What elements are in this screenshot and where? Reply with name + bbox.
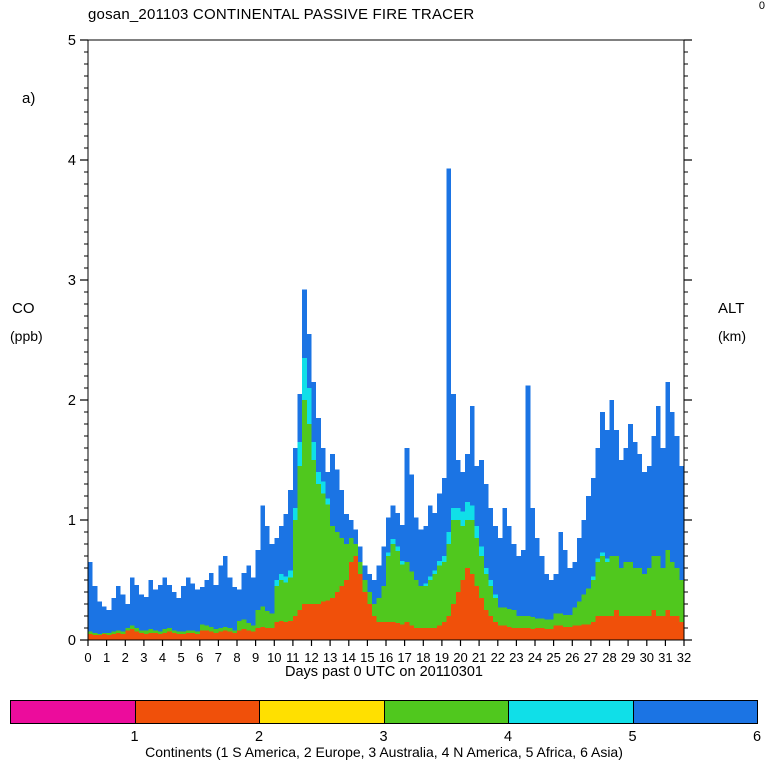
svg-text:6: 6 [196,650,203,665]
svg-text:13: 13 [323,650,337,665]
svg-text:17: 17 [397,650,411,665]
colorbar-segment-4: 4 [383,701,512,745]
colorbar-number-5: 5 [628,729,637,745]
svg-text:1: 1 [68,513,76,529]
svg-text:4: 4 [159,650,166,665]
svg-text:29: 29 [621,650,635,665]
svg-text:4: 4 [68,153,76,169]
y-axis-label-co: CO [12,300,35,317]
colorbar-segment-2: 2 [134,701,263,745]
chart-title: gosan_201103 CONTINENTAL PASSIVE FIRE TR… [88,6,475,23]
svg-text:32: 32 [677,650,691,665]
svg-text:14: 14 [342,650,356,665]
colorbar-number-6: 6 [752,729,762,745]
svg-text:15: 15 [360,650,374,665]
continent-colorbar: 1 2 3 4 5 6 [10,700,761,745]
svg-text:10: 10 [267,650,281,665]
svg-text:28: 28 [602,650,616,665]
svg-text:0: 0 [84,650,91,665]
colorbar-segment-3: 3 [259,701,388,745]
svg-text:1: 1 [103,650,110,665]
y-axis-label-ppb: (ppb) [10,328,43,344]
colorbar-number-2: 2 [254,729,264,745]
svg-text:19: 19 [435,650,449,665]
svg-text:26: 26 [565,650,579,665]
svg-text:5: 5 [68,33,76,49]
svg-text:7: 7 [215,650,222,665]
corner-mark: 0 [758,0,765,12]
colorbar-number-1: 1 [130,729,139,745]
svg-text:22: 22 [491,650,505,665]
svg-text:20: 20 [453,650,467,665]
svg-text:30: 30 [640,650,654,665]
svg-text:11: 11 [286,650,300,665]
svg-text:16: 16 [379,650,393,665]
colorbar-segment-6: 6 [632,701,761,745]
svg-text:12: 12 [304,650,318,665]
x-axis-title: Days past 0 UTC on 20110301 [284,664,483,680]
svg-text:0: 0 [68,633,76,649]
svg-text:3: 3 [68,273,76,289]
svg-text:9: 9 [252,650,259,665]
svg-text:21: 21 [472,650,486,665]
colorbar-number-3: 3 [379,729,388,745]
svg-text:25: 25 [546,650,560,665]
svg-text:23: 23 [509,650,523,665]
svg-text:2: 2 [122,650,129,665]
svg-text:5: 5 [177,650,184,665]
svg-text:24: 24 [528,650,542,665]
right-axis-label-alt: ALT [718,300,745,317]
svg-text:3: 3 [140,650,147,665]
svg-text:31: 31 [658,650,672,665]
colorbar-number-4: 4 [503,729,513,745]
panel-label: a) [22,90,36,107]
colorbar-caption: Continents (1 S America, 2 Europe, 3 Aus… [145,744,623,760]
colorbar-segment-5: 5 [508,701,637,745]
right-axis-label-km: (km) [718,328,746,344]
svg-text:2: 2 [68,393,76,409]
svg-text:27: 27 [584,650,598,665]
svg-text:8: 8 [233,650,240,665]
colorbar-segment-1: 1 [11,701,139,745]
svg-text:18: 18 [416,650,430,665]
